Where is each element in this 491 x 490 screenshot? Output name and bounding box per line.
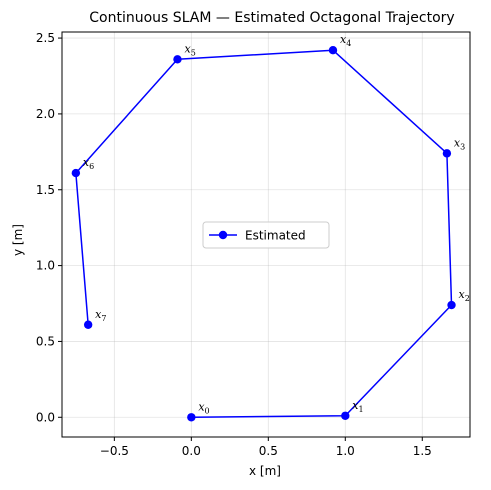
- pose-label-2: x2: [459, 288, 470, 303]
- plot-frame: [61, 31, 471, 438]
- y-tick-label: 1.5: [36, 183, 55, 197]
- x-tick-label: −0.5: [100, 444, 129, 458]
- pose-marker-6: [71, 168, 81, 178]
- y-axis: 0.0 0.5 1.0 1.5 2.0 2.5: [36, 31, 62, 424]
- legend-label-estimated: Estimated: [245, 229, 306, 243]
- pose-marker-1: [341, 411, 350, 420]
- x-axis-label: x [m]: [249, 464, 281, 478]
- pose-label-7: x7: [95, 308, 106, 323]
- legend: Estimated: [202, 221, 330, 249]
- y-tick-label: 2.5: [36, 31, 55, 45]
- pose-marker-3: [442, 149, 452, 158]
- y-tick-label: 2.0: [36, 107, 55, 121]
- pose-label-6: x6: [83, 156, 94, 171]
- x-axis: −0.5 0.0 0.5 1.0 1.5: [100, 437, 432, 458]
- point-labels: x0 x1 x2 x3 x4 x5 x6 x7: [83, 33, 470, 415]
- pose-label-3: x3: [454, 136, 465, 151]
- x-tick-label: 1.0: [336, 444, 355, 458]
- series-estimated: [71, 46, 456, 422]
- legend-marker-swatch: [218, 230, 228, 240]
- trajectory-line: [75, 49, 453, 419]
- y-tick-label: 0.0: [36, 410, 55, 424]
- pose-marker-2: [447, 300, 456, 310]
- y-tick-label: 1.0: [36, 259, 55, 273]
- y-axis-label: y [m]: [11, 224, 25, 256]
- pose-marker-5: [173, 55, 182, 64]
- pose-label-5: x5: [184, 42, 195, 57]
- y-tick-label: 0.5: [36, 334, 55, 348]
- pose-marker-0: [187, 413, 196, 422]
- pose-label-4: x4: [340, 33, 351, 48]
- x-tick-label: 0.0: [182, 444, 201, 458]
- chart-title: Continuous SLAM — Estimated Octagonal Tr…: [89, 10, 454, 26]
- x-tick-label: 1.5: [413, 444, 432, 458]
- pose-label-1: x1: [352, 399, 363, 414]
- legend-box: [202, 221, 330, 249]
- pose-marker-7: [83, 320, 93, 329]
- pose-label-0: x0: [198, 400, 209, 415]
- x-tick-label: 0.5: [259, 444, 278, 458]
- pose-marker-4: [328, 46, 338, 55]
